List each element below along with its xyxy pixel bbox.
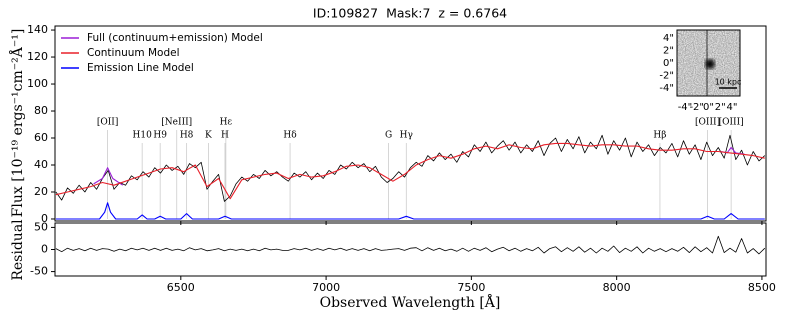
line-label: Hγ bbox=[400, 131, 413, 141]
x-tick-label: 8500 bbox=[748, 281, 776, 294]
x-tick-label: 8000 bbox=[603, 281, 631, 294]
line-label: Hδ bbox=[283, 131, 296, 141]
inset-y-tick-label: 0" bbox=[663, 58, 674, 69]
line-label: Hβ bbox=[653, 131, 666, 141]
residual-axis-label: Residual bbox=[10, 219, 26, 281]
inset-y-tick-label: 4" bbox=[663, 33, 674, 44]
legend-label: Full (continuum+emission) Model bbox=[87, 32, 263, 44]
model-line bbox=[93, 146, 745, 186]
inset-x-tick-label: 4" bbox=[727, 102, 738, 113]
model-line bbox=[55, 202, 765, 220]
x-tick-label: 6500 bbox=[167, 281, 195, 294]
line-label: [NeIII] bbox=[161, 118, 192, 128]
plot-frame bbox=[54, 222, 767, 277]
line-label: Hε bbox=[220, 118, 233, 128]
inset-x-tick-label: 0" bbox=[703, 102, 714, 113]
y-tick-label: -50 bbox=[30, 265, 48, 278]
y-tick-label: 60 bbox=[34, 131, 48, 144]
legend-label: Emission Line Model bbox=[87, 62, 194, 74]
legend-label: Continuum Model bbox=[87, 47, 180, 59]
line-label: [OIII] bbox=[719, 118, 744, 128]
inset-x-tick-label: 2" bbox=[715, 102, 726, 113]
residual-line bbox=[55, 235, 766, 255]
line-label: H9 bbox=[153, 131, 167, 141]
plot-frame bbox=[54, 25, 767, 222]
inset-x-tick-label: -4" bbox=[678, 102, 693, 113]
y-tick-label: 80 bbox=[34, 104, 48, 117]
chart-title: ID:109827 Mask:7 z = 0.6764 bbox=[313, 6, 507, 21]
inset-y-tick-label: -4" bbox=[659, 83, 674, 94]
line-label: H bbox=[221, 131, 229, 141]
y-tick-label: 0 bbox=[41, 212, 48, 225]
line-label: H8 bbox=[180, 131, 194, 141]
inset-galaxy bbox=[705, 59, 715, 69]
y-tick-label: 20 bbox=[34, 185, 48, 198]
line-label: H10 bbox=[133, 131, 153, 141]
y-tick-label: 100 bbox=[27, 77, 48, 90]
line-label: K bbox=[205, 131, 212, 141]
x-tick-label: 7500 bbox=[457, 281, 485, 294]
inset-x-tick-label: -2" bbox=[689, 102, 704, 113]
model-line bbox=[55, 142, 765, 200]
inset-y-tick-label: -2" bbox=[659, 71, 674, 82]
y-axis-label: Flux [10⁻¹⁹ ergs⁻¹cm⁻²Å⁻¹] bbox=[8, 29, 26, 218]
y-tick-label: 140 bbox=[27, 23, 48, 36]
inset-scale-label: 10 kpc bbox=[715, 78, 742, 87]
line-label: [OIII] bbox=[695, 118, 720, 128]
inset-frame bbox=[676, 29, 741, 97]
x-tick-label: 7000 bbox=[312, 281, 340, 294]
y-tick-label: 40 bbox=[34, 158, 48, 171]
inset-y-tick-label: 2" bbox=[663, 46, 674, 57]
line-label: [OII] bbox=[97, 118, 119, 128]
y-tick-label: 50 bbox=[34, 220, 48, 233]
y-tick-label: 0 bbox=[41, 243, 48, 256]
line-label: G bbox=[385, 131, 392, 141]
y-tick-label: 120 bbox=[27, 50, 48, 63]
x-axis-label: Observed Wavelength [Å] bbox=[320, 293, 501, 311]
spectrum-line bbox=[55, 134, 766, 202]
